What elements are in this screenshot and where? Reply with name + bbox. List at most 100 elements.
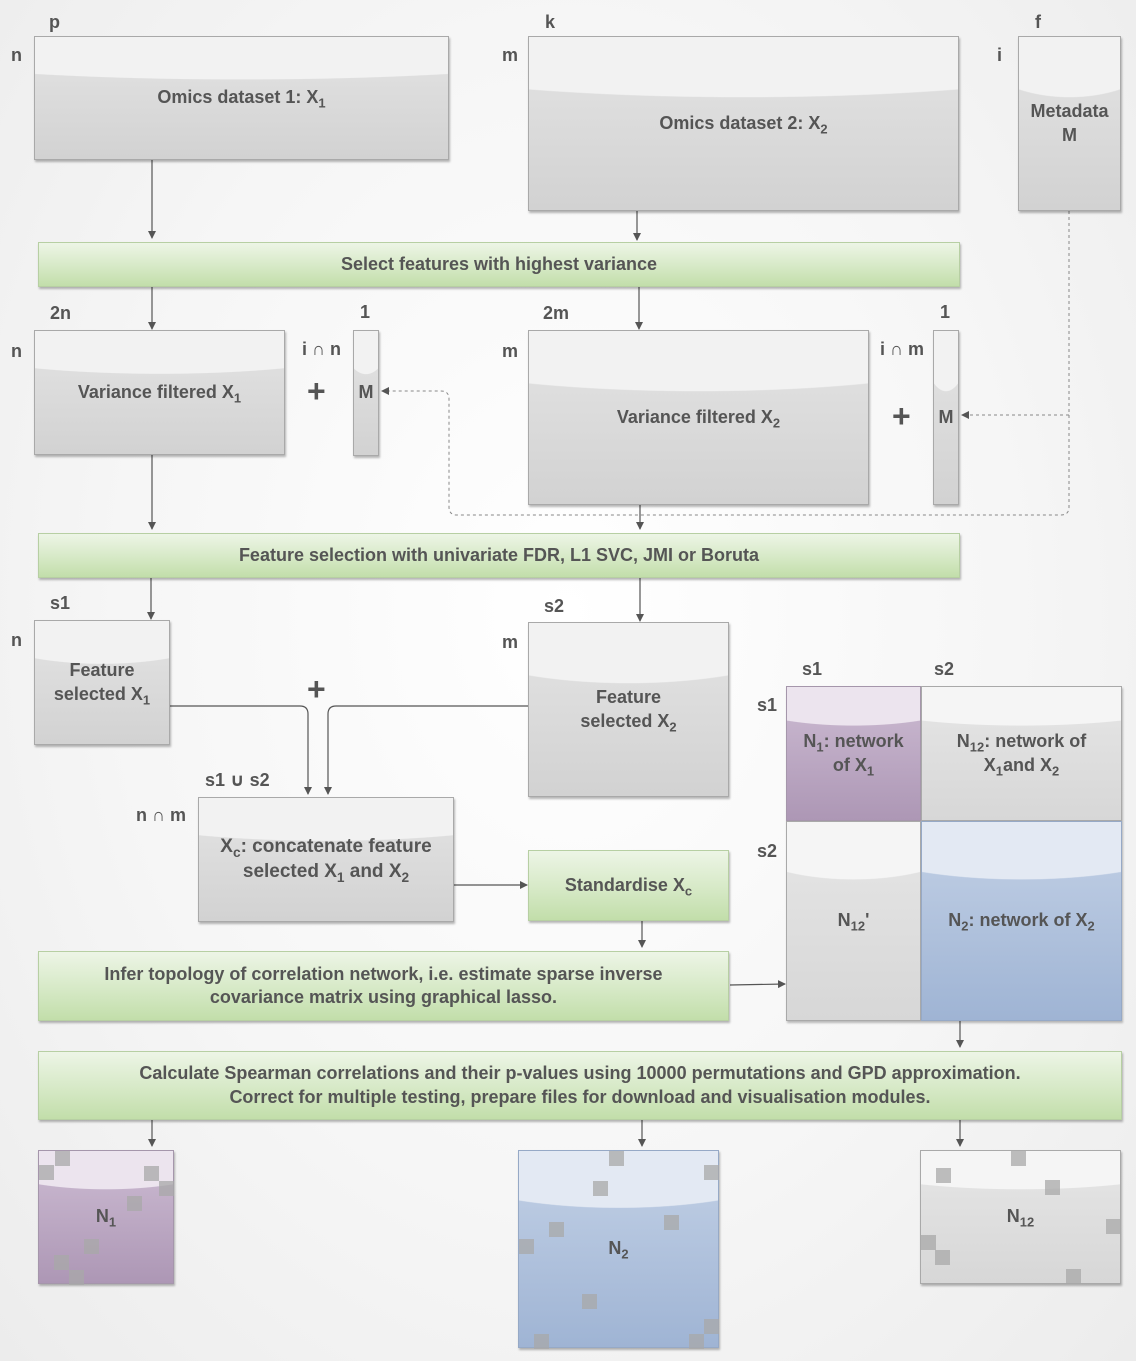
standardise-label: Standardise Xc	[564, 874, 693, 899]
variance-filtered-x1: Variance filtered X1	[34, 330, 285, 455]
dim-1-m2: 1	[940, 302, 951, 322]
matrix-tile	[689, 1334, 704, 1349]
matrix-tile	[593, 1181, 608, 1196]
matrix-tile	[534, 1334, 549, 1349]
network-matrix: N1: network of X1 N12: network of X1and X2…	[786, 686, 1122, 1021]
dim-m-fs2: m	[502, 632, 519, 652]
dim-n-cap-m: n ∩ m	[136, 805, 187, 825]
matrix-tile	[549, 1222, 564, 1237]
feature-selection-label: Feature selection with univariate FDR, L…	[238, 544, 760, 565]
dashed-metadata-to-m2	[961, 211, 1070, 419]
output-n1-label: N1	[95, 1206, 117, 1230]
variance-filtered-x1-label: Variance filtered X1	[77, 381, 242, 406]
matrix-tile	[936, 1168, 951, 1183]
dim-i: i	[997, 45, 1003, 65]
dim-s1-matrix-row: s1	[757, 695, 778, 715]
matrix-tile	[144, 1166, 159, 1181]
matrix-tile	[1011, 1151, 1026, 1166]
metadata-box: Metadata M	[1018, 36, 1121, 211]
plus-sign-3: +	[307, 671, 326, 707]
metadata-vector-2: M	[933, 330, 959, 505]
matrix-tile	[1066, 1269, 1081, 1284]
select-variance-step: Select features with highest variance	[38, 242, 960, 287]
plus-sign-1: +	[307, 373, 326, 409]
matrix-tile	[55, 1151, 70, 1166]
matrix-tile	[54, 1255, 69, 1270]
matrix-tile	[84, 1239, 99, 1254]
matrix-tile	[1106, 1219, 1121, 1234]
feature-selected-x1: Feature selected X1	[34, 620, 170, 745]
variance-filtered-x2-label: Variance filtered X2	[616, 406, 781, 431]
omics-dataset-1: Omics dataset 1: X1	[34, 36, 449, 160]
dim-n-fs1: n	[11, 630, 22, 650]
matrix-cell-n2: N2: network of X2	[921, 821, 1122, 1021]
dim-s2-fs2: s2	[544, 596, 565, 616]
dim-s1-matrix-col: s1	[802, 659, 823, 679]
matrix-tile	[704, 1319, 719, 1334]
matrix-cell-n12-prime-label: N12'	[837, 910, 870, 934]
dim-s2-matrix-col: s2	[934, 659, 955, 679]
dim-s1-fs1: s1	[50, 593, 71, 613]
dim-k: k	[545, 12, 556, 32]
output-network-n1: N1	[38, 1150, 174, 1285]
matrix-cell-n12: N12: network of X1and X2	[921, 686, 1122, 821]
matrix-tile	[1045, 1180, 1060, 1195]
feature-selected-x1-label: Feature selected X1	[53, 660, 151, 708]
dim-n-varfilt1: n	[11, 341, 22, 361]
feature-selected-x2: Feature selected X2	[528, 622, 729, 797]
metadata-vector-2-label: M	[938, 406, 954, 427]
omics-dataset-1-label: Omics dataset 1: X1	[157, 87, 326, 111]
matrix-tile	[664, 1215, 679, 1230]
dim-m-omics2: m	[502, 45, 519, 65]
metadata-label: Metadata M	[1030, 101, 1109, 145]
select-variance-label: Select features with highest variance	[340, 253, 658, 274]
omics-dataset-2: Omics dataset 2: X2	[528, 36, 959, 211]
standardise-step: Standardise Xc	[528, 850, 729, 921]
feature-selected-x2-label: Feature selected X2	[580, 687, 677, 735]
xc-concatenate-box: Xc: concatenate feature selected X1 and X…	[198, 797, 454, 922]
matrix-tile	[39, 1165, 54, 1180]
dim-2m: 2m	[543, 303, 570, 323]
matrix-tile	[935, 1250, 950, 1265]
matrix-cell-n12-label: N12: network of X1and X2	[956, 731, 1087, 779]
plus-sign-2: +	[892, 398, 911, 434]
matrix-tile	[582, 1294, 597, 1309]
matrix-cell-n2-label: N2: network of X2	[948, 910, 1095, 934]
output-network-n12: N12	[920, 1150, 1121, 1284]
feature-selection-step: Feature selection with univariate FDR, L…	[38, 533, 960, 578]
metadata-vector-1: M	[353, 330, 379, 456]
dim-p: p	[49, 12, 60, 32]
xc-concatenate-label: Xc: concatenate feature selected X1 and X…	[220, 835, 432, 885]
matrix-tile	[69, 1270, 84, 1285]
matrix-tile	[159, 1181, 174, 1196]
output-network-n2: N2	[518, 1150, 719, 1349]
variance-filtered-x2: Variance filtered X2	[528, 330, 869, 505]
spearman-step: Calculate Spearman correlations and thei…	[38, 1051, 1122, 1120]
infer-topology-step: Infer topology of correlation network, i…	[38, 951, 729, 1021]
dim-i-cap-m: i ∩ m	[880, 339, 925, 359]
matrix-cell-n12-prime: N12'	[786, 821, 921, 1021]
dim-m-varfilt2: m	[502, 341, 519, 361]
matrix-cell-n1: N1: network of X1	[786, 686, 921, 821]
dim-1-m1: 1	[360, 302, 371, 322]
spearman-label: Calculate Spearman correlations and thei…	[139, 1063, 1021, 1107]
output-n2-label: N2	[608, 1238, 629, 1262]
arrow-infer-to-matrix	[729, 980, 786, 989]
output-n12-label: N12	[1006, 1206, 1035, 1230]
arrow-fs2-to-xc	[324, 705, 529, 795]
arrow-fs1-to-xc	[170, 705, 312, 795]
dim-i-cap-n: i ∩ n	[302, 339, 341, 359]
matrix-tile	[127, 1196, 142, 1211]
matrix-tile	[519, 1239, 534, 1254]
dim-s2-matrix-row: s2	[757, 841, 778, 861]
dim-f: f	[1035, 12, 1041, 32]
matrix-tile	[609, 1151, 624, 1166]
dim-2n: 2n	[50, 303, 72, 323]
matrix-cell-n1-label: N1: network of X1	[803, 731, 904, 779]
dim-n-omics1: n	[11, 45, 22, 65]
matrix-tile	[921, 1235, 936, 1250]
infer-topology-label: Infer topology of correlation network, i…	[104, 963, 663, 1007]
dim-s1-cup-s2: s1 ∪ s2	[205, 770, 270, 790]
matrix-tile	[704, 1165, 719, 1180]
